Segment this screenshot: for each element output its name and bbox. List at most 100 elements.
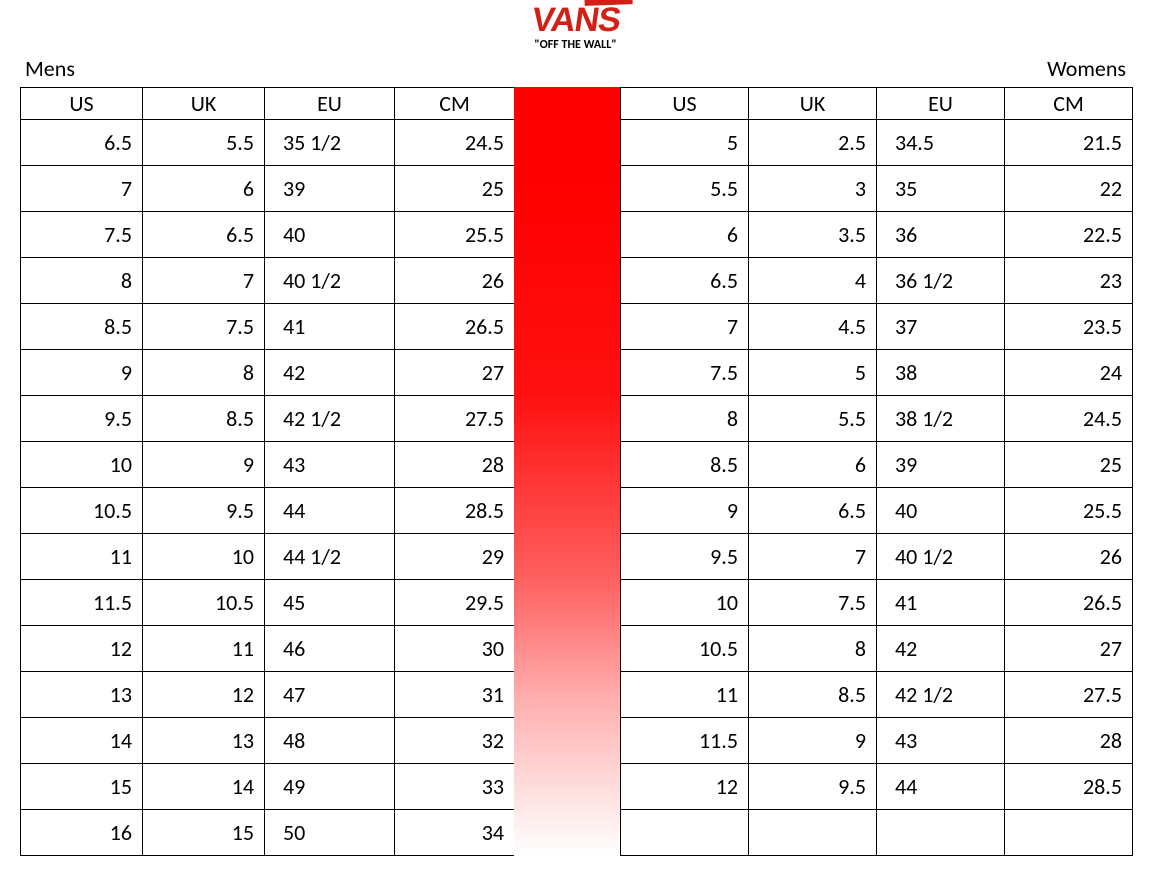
cell-mens-uk: 10 — [143, 534, 265, 580]
cell-womens-cm: 27.5 — [1005, 672, 1133, 718]
cell-womens-us: 10 — [621, 580, 749, 626]
cell-mens-uk: 11 — [143, 626, 265, 672]
cell-womens-uk: 6.5 — [749, 488, 877, 534]
cell-mens-cm: 29.5 — [395, 580, 515, 626]
cell-mens-uk: 13 — [143, 718, 265, 764]
col-header-womens-eu: EU — [877, 88, 1005, 120]
cell-womens-us: 5 — [621, 120, 749, 166]
brand-logo: VANS "OFF THE WALL" — [532, 5, 620, 52]
brand-name: VANS — [529, 5, 621, 36]
cell-mens-eu: 46 — [265, 626, 395, 672]
cell-womens-uk: 2.5 — [749, 120, 877, 166]
cell-womens-eu: 41 — [877, 580, 1005, 626]
cell-womens-us: 10.5 — [621, 626, 749, 672]
cell-womens-uk: 5.5 — [749, 396, 877, 442]
cell-mens-us: 10.5 — [21, 488, 143, 534]
cell-mens-eu: 39 — [265, 166, 395, 212]
cell-womens-eu: 42 — [877, 626, 1005, 672]
cell-mens-cm: 28.5 — [395, 488, 515, 534]
cell-mens-us: 11.5 — [21, 580, 143, 626]
brand-tagline: "OFF THE WALL" — [532, 38, 620, 52]
cell-womens-us: 9 — [621, 488, 749, 534]
cell-womens-us: 11 — [621, 672, 749, 718]
cell-womens-uk: 9.5 — [749, 764, 877, 810]
cell-womens-us: 7.5 — [621, 350, 749, 396]
cell-mens-cm: 31 — [395, 672, 515, 718]
cell-mens-uk: 7.5 — [143, 304, 265, 350]
cell-mens-us: 7.5 — [21, 212, 143, 258]
cell-womens-eu: 42 1/2 — [877, 672, 1005, 718]
cell-mens-eu: 41 — [265, 304, 395, 350]
cell-womens-uk: 9 — [749, 718, 877, 764]
cell-womens-eu: 43 — [877, 718, 1005, 764]
cell-womens-cm: 22.5 — [1005, 212, 1133, 258]
cell-mens-cm: 32 — [395, 718, 515, 764]
cell-mens-eu: 44 — [265, 488, 395, 534]
col-header-womens-cm: CM — [1005, 88, 1133, 120]
col-header-mens-eu: EU — [265, 88, 395, 120]
cell-mens-eu: 45 — [265, 580, 395, 626]
cell-mens-eu: 42 — [265, 350, 395, 396]
cell-womens-us — [621, 810, 749, 856]
cell-mens-uk: 7 — [143, 258, 265, 304]
cell-mens-eu: 50 — [265, 810, 395, 856]
cell-womens-eu: 40 1/2 — [877, 534, 1005, 580]
cell-mens-uk: 6.5 — [143, 212, 265, 258]
cell-womens-cm: 25.5 — [1005, 488, 1133, 534]
cell-mens-uk: 14 — [143, 764, 265, 810]
cell-mens-eu: 35 1/2 — [265, 120, 395, 166]
cell-womens-us: 12 — [621, 764, 749, 810]
cell-womens-eu: 36 — [877, 212, 1005, 258]
cell-mens-us: 7 — [21, 166, 143, 212]
cell-mens-uk: 5.5 — [143, 120, 265, 166]
cell-mens-cm: 26 — [395, 258, 515, 304]
cell-womens-eu: 40 — [877, 488, 1005, 534]
cell-womens-cm — [1005, 810, 1133, 856]
cell-womens-us: 9.5 — [621, 534, 749, 580]
cell-mens-us: 15 — [21, 764, 143, 810]
cell-womens-eu: 39 — [877, 442, 1005, 488]
cell-womens-eu: 36 1/2 — [877, 258, 1005, 304]
cell-womens-eu: 37 — [877, 304, 1005, 350]
cell-mens-us: 13 — [21, 672, 143, 718]
cell-mens-cm: 26.5 — [395, 304, 515, 350]
cell-mens-eu: 40 1/2 — [265, 258, 395, 304]
cell-mens-cm: 27 — [395, 350, 515, 396]
cell-mens-cm: 27.5 — [395, 396, 515, 442]
col-header-mens-us: US — [21, 88, 143, 120]
cell-mens-cm: 34 — [395, 810, 515, 856]
cell-mens-cm: 29 — [395, 534, 515, 580]
col-header-mens-cm: CM — [395, 88, 515, 120]
cell-womens-cm: 26 — [1005, 534, 1133, 580]
cell-mens-uk: 15 — [143, 810, 265, 856]
cell-mens-eu: 48 — [265, 718, 395, 764]
cell-mens-uk: 8 — [143, 350, 265, 396]
cell-mens-uk: 9.5 — [143, 488, 265, 534]
cell-womens-cm: 22 — [1005, 166, 1133, 212]
cell-mens-cm: 24.5 — [395, 120, 515, 166]
cell-mens-us: 10 — [21, 442, 143, 488]
cell-mens-cm: 30 — [395, 626, 515, 672]
cell-mens-uk: 8.5 — [143, 396, 265, 442]
cell-mens-uk: 10.5 — [143, 580, 265, 626]
cell-womens-uk: 3 — [749, 166, 877, 212]
cell-mens-eu: 44 1/2 — [265, 534, 395, 580]
col-header-womens-us: US — [621, 88, 749, 120]
cell-mens-us: 11 — [21, 534, 143, 580]
cell-womens-us: 8 — [621, 396, 749, 442]
cell-mens-us: 6.5 — [21, 120, 143, 166]
cell-mens-eu: 42 1/2 — [265, 396, 395, 442]
cell-womens-uk: 7 — [749, 534, 877, 580]
cell-womens-uk — [749, 810, 877, 856]
cell-womens-cm: 27 — [1005, 626, 1133, 672]
cell-mens-us: 16 — [21, 810, 143, 856]
cell-womens-cm: 25 — [1005, 442, 1133, 488]
cell-mens-cm: 28 — [395, 442, 515, 488]
cell-womens-us: 6 — [621, 212, 749, 258]
womens-label: Womens — [1047, 55, 1126, 82]
cell-womens-cm: 23.5 — [1005, 304, 1133, 350]
cell-womens-uk: 5 — [749, 350, 877, 396]
cell-womens-us: 6.5 — [621, 258, 749, 304]
cell-mens-us: 9.5 — [21, 396, 143, 442]
cell-womens-cm: 23 — [1005, 258, 1133, 304]
